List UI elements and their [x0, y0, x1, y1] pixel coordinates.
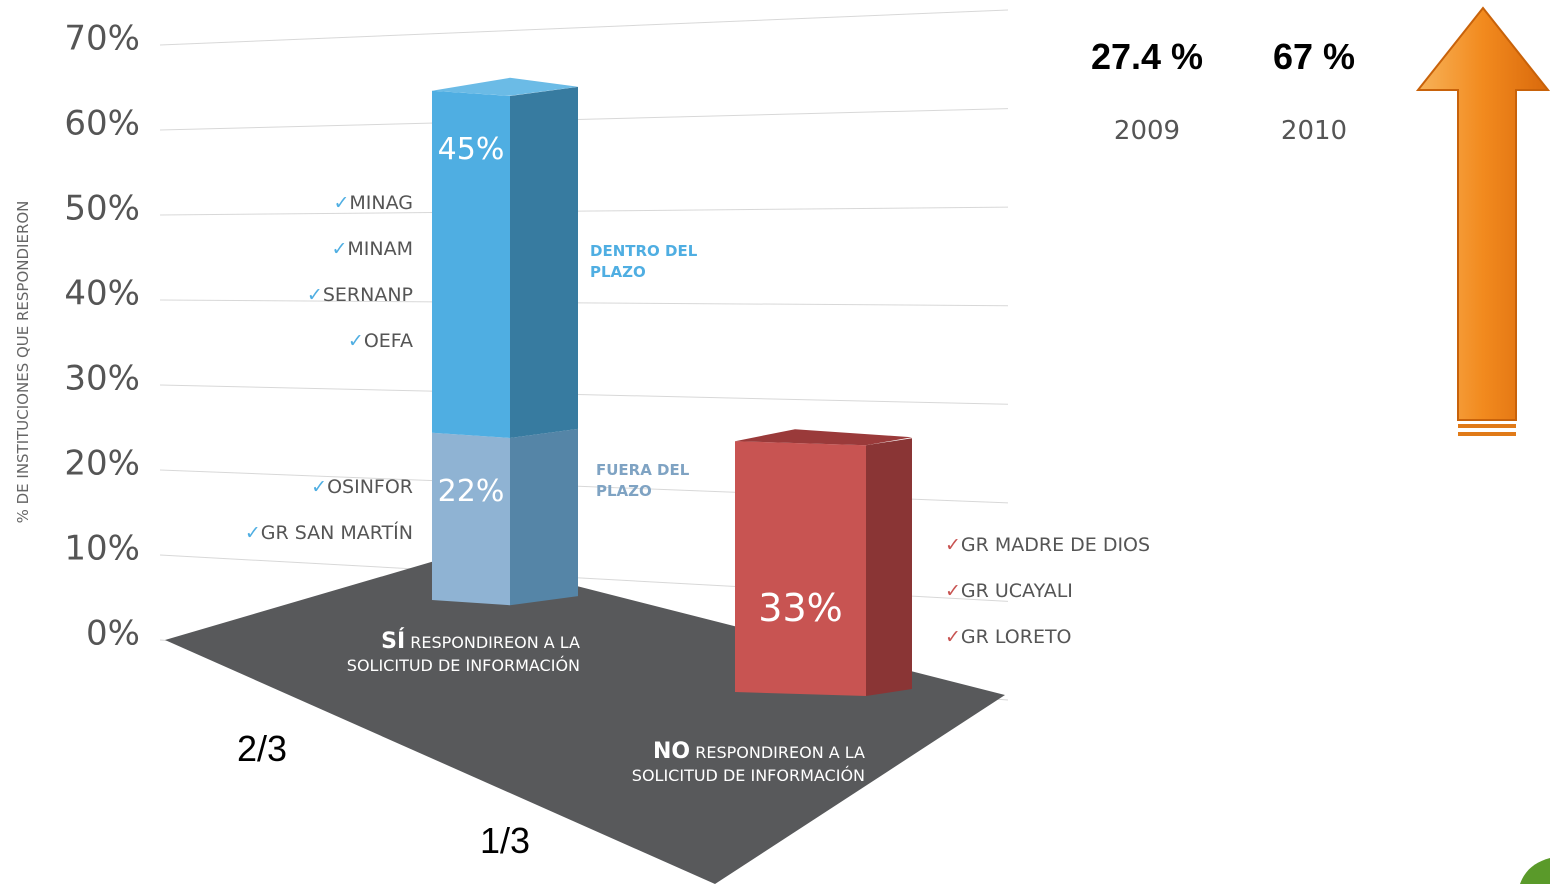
y-tick-label: 60%	[64, 104, 140, 144]
grid-line	[160, 300, 1008, 306]
institution: ✓GR SAN MARTÍN	[245, 522, 413, 544]
y-axis-title: % DE INSTITUCIONES QUE RESPONDIERON	[14, 201, 32, 524]
arrow	[1418, 8, 1548, 420]
institution-name: SERNANP	[323, 284, 413, 306]
decoration	[1520, 858, 1550, 884]
series-label: DENTRO DEL PLAZO	[590, 241, 710, 283]
comparison-value: 27.4 %	[1067, 36, 1227, 78]
check-icon: ✓	[331, 238, 347, 260]
check-icon: ✓	[945, 534, 961, 556]
category-label: NO RESPONDIREON A LA SOLICITUD DE INFORM…	[605, 740, 865, 787]
comparison-value: 67 %	[1234, 36, 1394, 78]
bar-side	[510, 87, 578, 438]
fraction: 1/3	[480, 820, 530, 862]
grid-line	[160, 109, 1008, 130]
y-tick-label: 0%	[86, 614, 140, 654]
institution-name: MINAM	[347, 238, 413, 260]
value-label: 22%	[438, 474, 505, 509]
check-icon: ✓	[945, 580, 961, 602]
institution-name: GR LORETO	[961, 626, 1072, 648]
arrow-base	[1458, 424, 1516, 428]
series-label: FUERA DEL PLAZO	[596, 460, 716, 502]
check-icon: ✓	[245, 522, 261, 544]
check-icon: ✓	[348, 330, 364, 352]
bar-face	[432, 433, 510, 605]
check-icon: ✓	[333, 192, 349, 214]
y-tick-label: 10%	[64, 529, 140, 569]
fraction: 2/3	[237, 728, 287, 770]
check-icon: ✓	[311, 476, 327, 498]
y-tick-label: 40%	[64, 274, 140, 314]
institution: ✓MINAM	[331, 238, 413, 260]
y-tick-label: 20%	[64, 444, 140, 484]
institution: ✓OEFA	[348, 330, 413, 352]
institution: ✓SERNANP	[307, 284, 413, 306]
grid-line	[160, 207, 1008, 215]
institution: ✓MINAG	[333, 192, 413, 214]
check-icon: ✓	[945, 626, 961, 648]
grid-line	[160, 10, 1008, 45]
institution-name: GR SAN MARTÍN	[261, 522, 413, 544]
grid-line	[160, 385, 1008, 404]
bar-side	[510, 429, 578, 605]
comparison-year: 2009	[1087, 116, 1207, 146]
check-icon: ✓	[307, 284, 323, 306]
category: NO	[653, 739, 690, 764]
y-tick-label: 50%	[64, 189, 140, 229]
value-label: 33%	[758, 586, 842, 630]
slide: % DE INSTITUCIONES QUE RESPONDIERON 0% 10%…	[0, 0, 1550, 884]
category: SÍ	[381, 629, 405, 654]
bar-face	[735, 441, 866, 696]
arrow-base	[1458, 432, 1516, 436]
institution-name: GR UCAYALI	[961, 580, 1073, 602]
institution: ✓OSINFOR	[311, 476, 413, 498]
institution-name: OSINFOR	[327, 476, 413, 498]
value-label: 45%	[438, 132, 505, 167]
institution-name: MINAG	[349, 192, 413, 214]
institution: ✓GR LORETO	[945, 626, 1072, 648]
category-label: SÍ RESPONDIREON A LA SOLICITUD DE INFORM…	[320, 630, 580, 677]
y-tick-label: 30%	[64, 359, 140, 399]
institution: ✓GR MADRE DE DIOS	[945, 534, 1150, 556]
institution: ✓GR UCAYALI	[945, 580, 1073, 602]
institution-name: GR MADRE DE DIOS	[961, 534, 1150, 556]
comparison-year: 2010	[1254, 116, 1374, 146]
bar-side	[866, 438, 912, 696]
y-tick-label: 70%	[64, 19, 140, 59]
institution-name: OEFA	[364, 330, 413, 352]
